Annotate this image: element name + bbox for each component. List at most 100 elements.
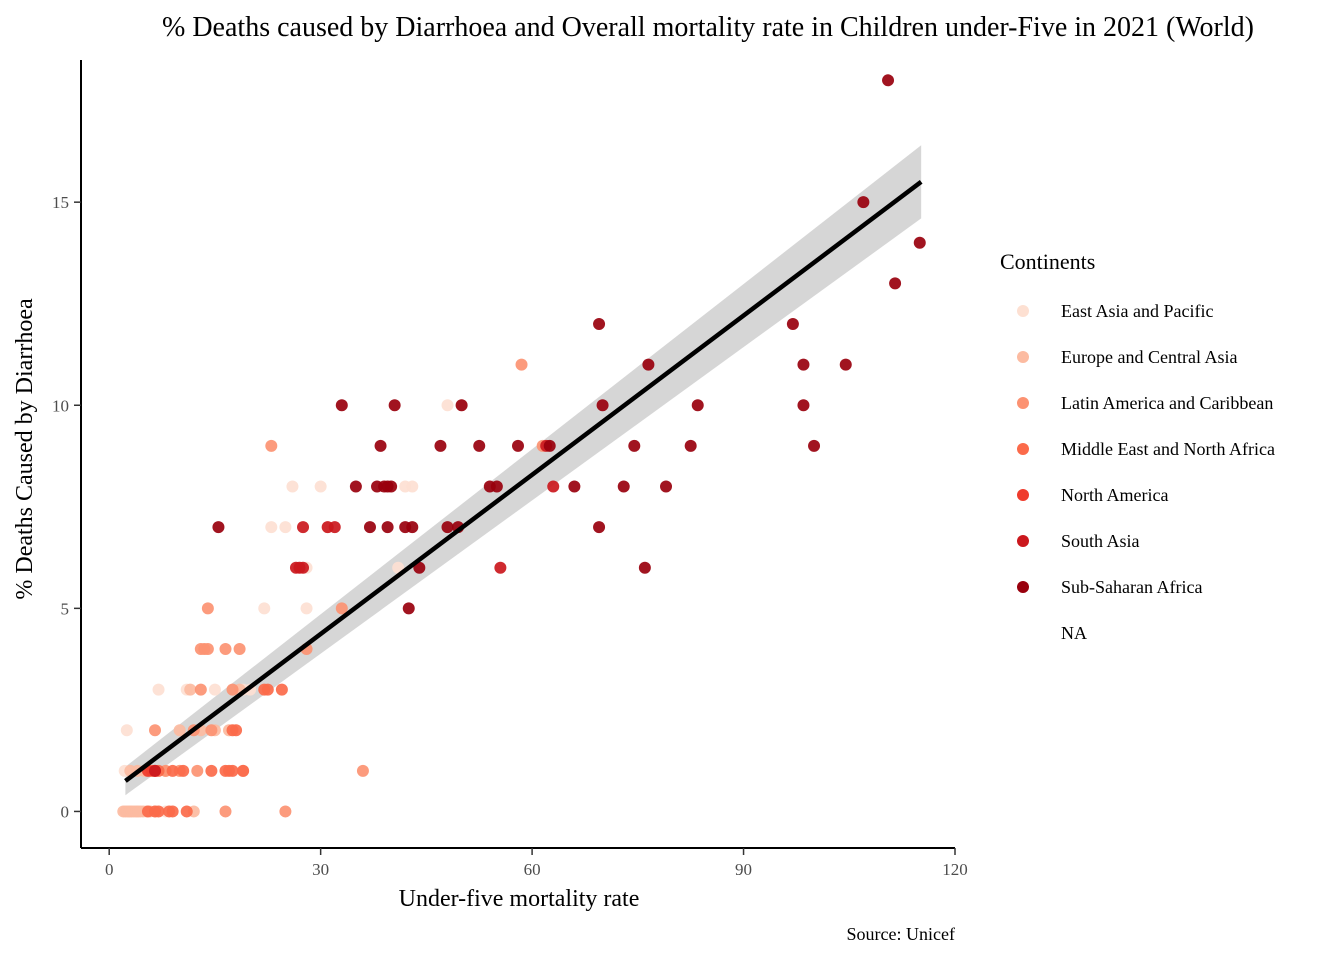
data-point xyxy=(180,805,193,818)
data-point xyxy=(660,480,673,493)
data-point xyxy=(212,521,225,534)
data-point xyxy=(882,74,895,87)
data-point xyxy=(152,683,165,696)
data-point xyxy=(219,805,232,818)
data-point xyxy=(515,358,528,371)
data-point xyxy=(797,399,810,412)
x-tick-label: 0 xyxy=(105,860,114,879)
data-point xyxy=(265,521,278,534)
data-point xyxy=(152,805,165,818)
data-point xyxy=(205,764,218,777)
data-point xyxy=(201,642,214,655)
data-point xyxy=(455,399,468,412)
data-point xyxy=(568,480,581,493)
legend-swatch xyxy=(1017,581,1029,593)
x-axis-title: Under-five mortality rate xyxy=(399,886,640,912)
data-point xyxy=(335,399,348,412)
data-point xyxy=(335,602,348,615)
data-point xyxy=(857,196,870,209)
data-point xyxy=(184,683,197,696)
data-point xyxy=(166,805,179,818)
trend-line xyxy=(124,180,923,783)
data-point xyxy=(374,439,387,452)
legend-title: Continents xyxy=(1000,249,1095,274)
y-tick-label: 5 xyxy=(61,599,70,618)
data-point xyxy=(473,439,486,452)
legend-entry: NA xyxy=(1017,623,1087,643)
data-point xyxy=(889,277,902,290)
data-point xyxy=(173,724,186,737)
data-point xyxy=(388,399,401,412)
data-point xyxy=(177,764,190,777)
data-point xyxy=(808,439,821,452)
legend-swatch xyxy=(1017,535,1029,547)
data-point xyxy=(913,236,926,249)
data-point xyxy=(120,724,133,737)
data-point xyxy=(226,764,239,777)
legend-label: North America xyxy=(1061,485,1168,505)
y-tick-label: 15 xyxy=(52,193,69,212)
legend-entries: East Asia and Pacific Europe and Central … xyxy=(1017,301,1275,643)
data-point xyxy=(265,439,278,452)
data-point xyxy=(406,480,419,493)
data-point xyxy=(300,602,313,615)
legend-entry: Latin America and Caribbean xyxy=(1017,393,1273,413)
data-point xyxy=(684,439,697,452)
confidence-band xyxy=(125,145,922,796)
data-point xyxy=(349,480,362,493)
legend-swatch xyxy=(1017,627,1029,639)
y-tick-label: 0 xyxy=(61,802,70,821)
x-tick-label: 30 xyxy=(312,860,329,879)
data-point xyxy=(381,521,394,534)
data-point xyxy=(191,764,204,777)
data-point xyxy=(275,683,288,696)
data-point xyxy=(691,399,704,412)
legend: Continents East Asia and Pacific Europe a… xyxy=(1000,249,1275,643)
legend-entry: Europe and Central Asia xyxy=(1017,347,1237,367)
data-point xyxy=(314,480,327,493)
legend-entry: South Asia xyxy=(1017,531,1140,551)
legend-label: Sub-Saharan Africa xyxy=(1061,577,1202,597)
x-tick-label: 60 xyxy=(524,860,541,879)
data-point xyxy=(596,399,609,412)
data-point xyxy=(293,561,306,574)
legend-swatch xyxy=(1017,489,1029,501)
data-point xyxy=(638,561,651,574)
data-point xyxy=(786,318,799,331)
legend-swatch xyxy=(1017,305,1029,317)
data-point xyxy=(149,764,162,777)
legend-label: Middle East and North Africa xyxy=(1061,439,1275,459)
data-point xyxy=(226,683,239,696)
data-point xyxy=(219,642,232,655)
legend-label: South Asia xyxy=(1061,531,1140,551)
x-tick-label: 90 xyxy=(735,860,752,879)
data-point xyxy=(406,521,419,534)
data-point xyxy=(385,480,398,493)
data-point xyxy=(233,642,246,655)
legend-swatch xyxy=(1017,443,1029,455)
data-point xyxy=(286,480,299,493)
data-point xyxy=(194,683,207,696)
chart-title: % Deaths caused by Diarrhoea and Overall… xyxy=(162,12,1254,43)
data-point xyxy=(434,439,447,452)
data-point xyxy=(494,561,507,574)
legend-label: NA xyxy=(1061,623,1087,643)
legend-entry: North America xyxy=(1017,485,1168,505)
confidence-band-layer xyxy=(125,145,922,796)
legend-entry: Sub-Saharan Africa xyxy=(1017,577,1202,597)
data-point xyxy=(258,602,271,615)
trend-line-layer xyxy=(124,180,923,783)
data-point xyxy=(356,764,369,777)
legend-swatch xyxy=(1017,351,1029,363)
data-point xyxy=(205,724,218,737)
data-point xyxy=(149,724,162,737)
y-axis-title: % Deaths Caused by Diarrhoea xyxy=(12,298,38,600)
axes-layer: 0 30 60 90 120 0 5 10 15 xyxy=(52,60,968,879)
data-point xyxy=(490,480,503,493)
y-tick-label: 10 xyxy=(52,396,69,415)
source-caption: Source: Unicef xyxy=(847,924,955,944)
data-point xyxy=(237,764,250,777)
data-points-layer xyxy=(117,74,926,818)
